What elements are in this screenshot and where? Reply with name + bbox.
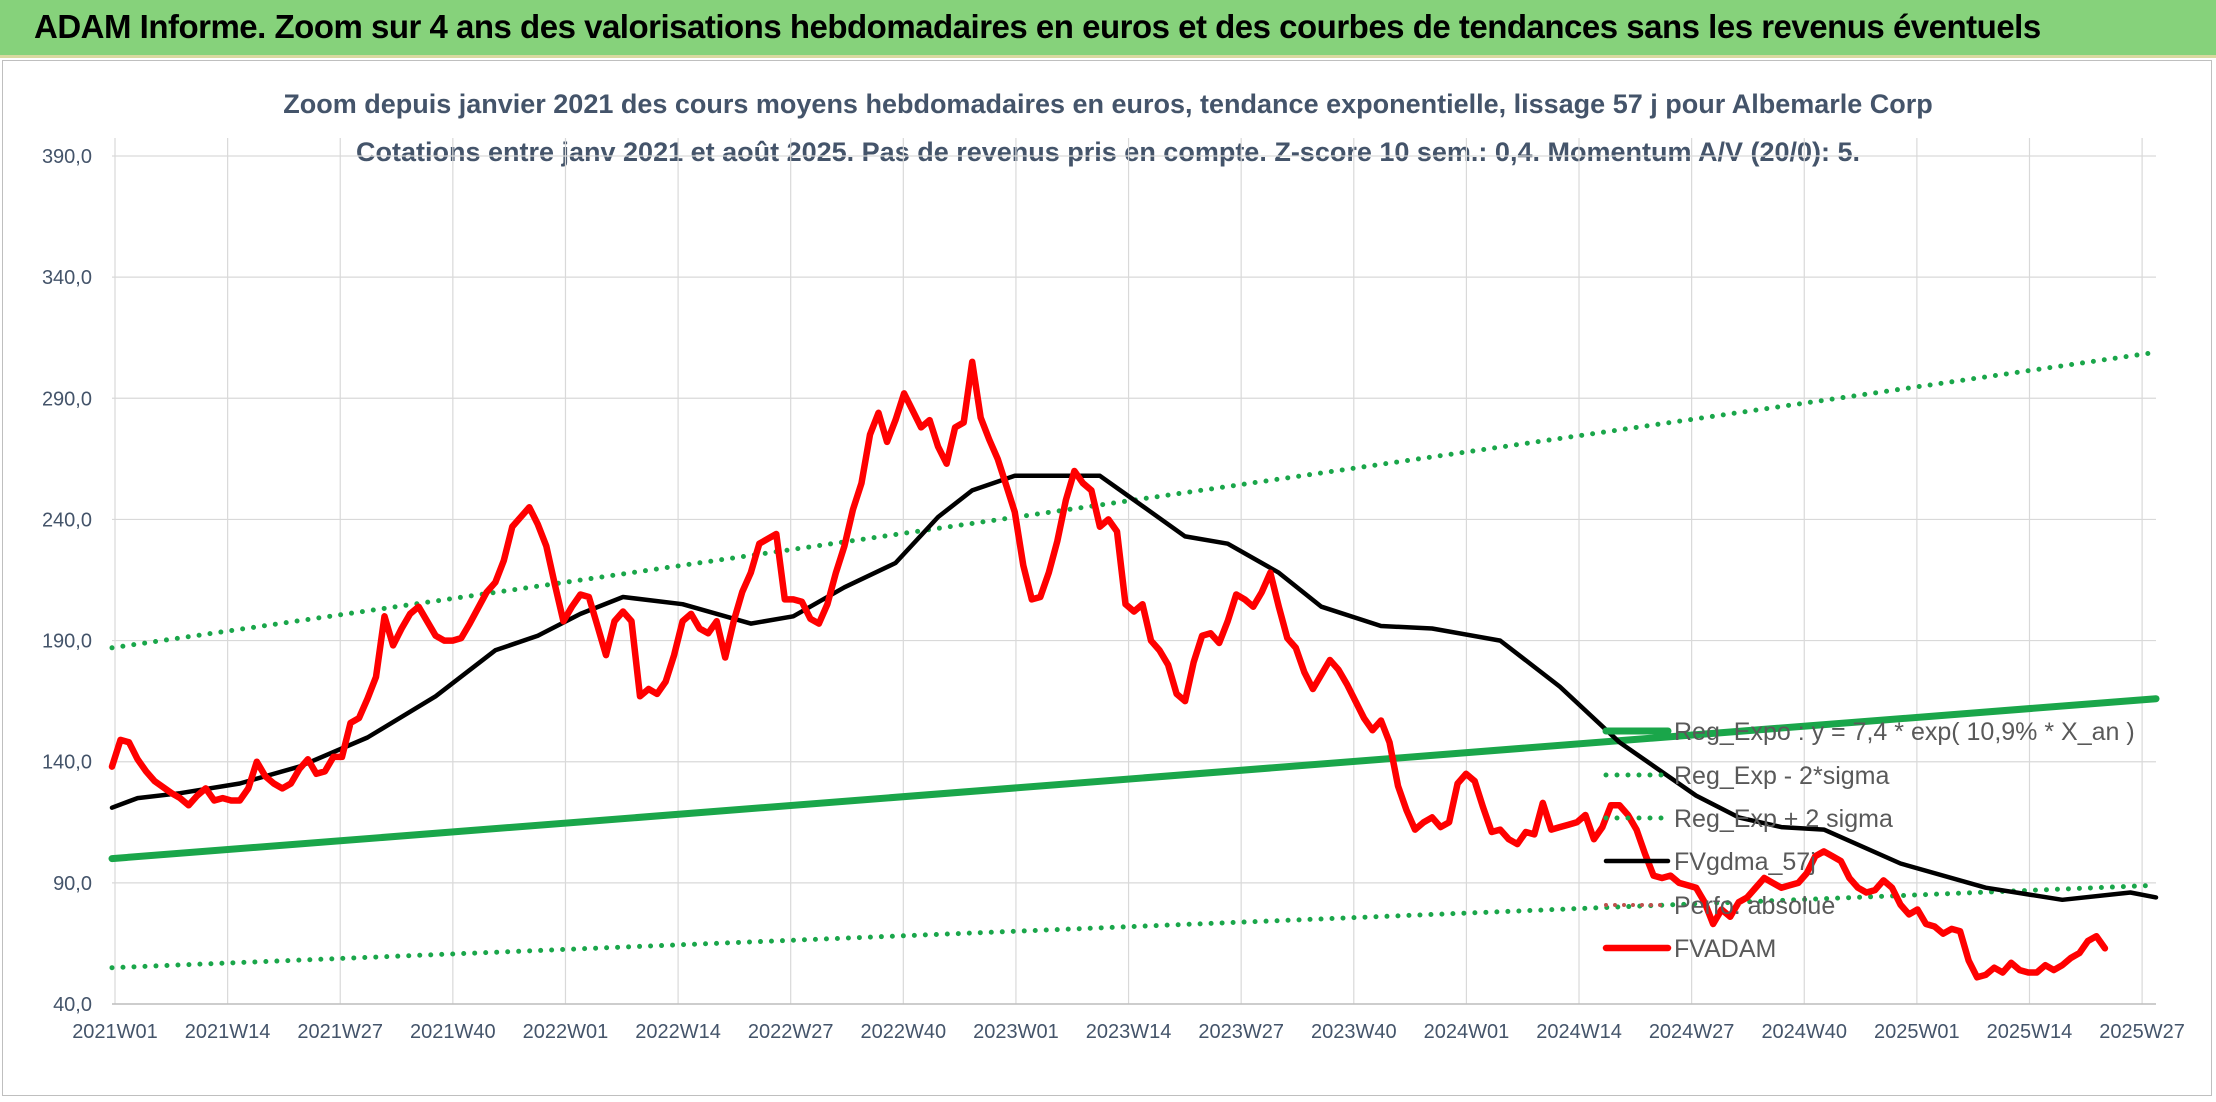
x-tick-label: 2023W27 [1198,1021,1284,1043]
x-tick-label: 2025W27 [2099,1021,2185,1043]
chart-title: Zoom depuis janvier 2021 des cours moyen… [283,89,1933,119]
x-tick-label: 2022W14 [635,1021,721,1043]
x-tick-label: 2024W40 [1761,1021,1847,1043]
x-tick-label: 2025W14 [1987,1021,2073,1043]
x-tick-label: 2022W27 [748,1021,834,1043]
x-tick-label: 2023W14 [1086,1021,1172,1043]
y-tick-label: 240,0 [42,509,92,531]
legend-label: FVgdma_57j [1674,848,1816,876]
x-tick-label: 2024W14 [1536,1021,1622,1043]
series-line-5 [108,358,2109,981]
series-line-0 [108,695,2160,863]
y-tick-label: 40,0 [53,994,92,1016]
x-tick-label: 2021W27 [297,1021,383,1043]
x-tick-label: 2025W01 [1874,1021,1960,1043]
legend-label: Reg_Expo : y = 7,4 * exp( 10,9% * X_an ) [1674,718,2135,746]
x-tick-label: 2021W40 [410,1021,496,1043]
y-tick-label: 140,0 [42,752,92,774]
legend-label: Reg_Exp + 2 sigma [1674,805,1893,833]
report-banner: ADAM Informe. Zoom sur 4 ans des valoris… [0,0,2216,58]
x-tick-label: 2023W01 [973,1021,1059,1043]
x-tick-label: 2021W01 [72,1021,158,1043]
y-tick-label: 290,0 [42,388,92,410]
y-tick-label: 340,0 [42,267,92,289]
x-tick-label: 2022W01 [523,1021,609,1043]
x-tick-label: 2021W14 [185,1021,271,1043]
chart-frame [2,60,2212,1096]
legend: Reg_Expo : y = 7,4 * exp( 10,9% * X_an )… [1602,718,2135,963]
x-tick-label: 2024W01 [1424,1021,1510,1043]
x-tick-label: 2023W40 [1311,1021,1397,1043]
x-tick-label: 2024W27 [1649,1021,1735,1043]
x-tick-label: 2022W40 [861,1021,947,1043]
series-line-1 [109,882,2159,971]
legend-label: FVADAM [1674,935,1776,963]
report-title: ADAM Informe. Zoom sur 4 ans des valoris… [34,8,2041,45]
y-tick-label: 190,0 [42,631,92,653]
chart-subtitle: Cotations entre janv 2021 et août 2025. … [355,137,1861,167]
y-tick-label: 90,0 [53,873,92,895]
legend-label: Reg_Exp - 2*sigma [1674,762,1889,790]
y-tick-label: 390,0 [42,146,92,168]
legend-label: Perfo. absolue [1674,892,1835,920]
